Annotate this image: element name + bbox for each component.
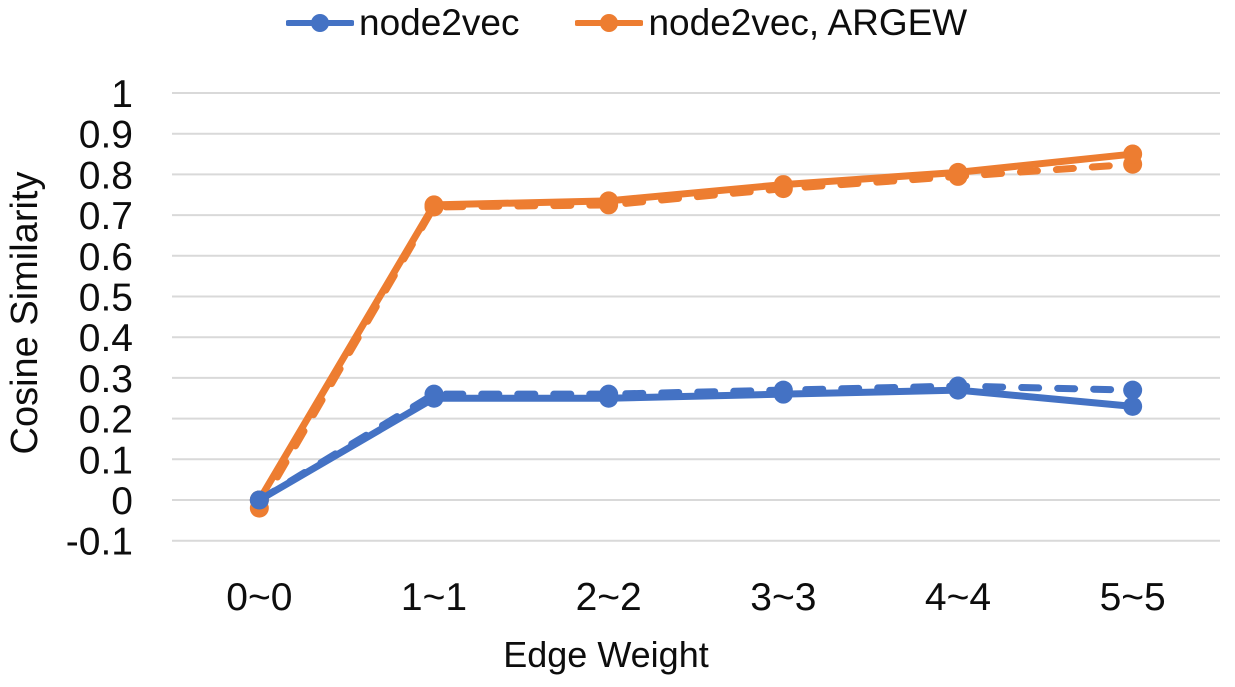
y-tick-label: 0.3 (79, 358, 133, 401)
data-point-marker (424, 195, 444, 215)
x-tick-label: 5~5 (1100, 576, 1166, 619)
data-point-marker (599, 191, 619, 211)
series-line-dashed (255, 382, 1137, 504)
legend-item-node2vec-argew: node2vec, ARGEW (575, 0, 967, 46)
y-tick-label: 0.2 (79, 399, 133, 442)
legend-label-node2vec: node2vec (359, 2, 520, 43)
y-tick-label: -0.1 (66, 521, 133, 564)
chart-legend: node2vec node2vec, ARGEW (286, 0, 967, 46)
y-tick-label: 0.8 (79, 154, 133, 197)
data-point-marker (773, 175, 793, 195)
legend-label-node2vec-argew: node2vec, ARGEW (648, 2, 968, 43)
y-tick-label: 0 (111, 480, 133, 523)
y-axis-title: Cosine Similarity (4, 172, 46, 455)
data-point-marker (424, 388, 444, 408)
y-tick-label: 1 (111, 73, 133, 116)
y-tick-label: 0.6 (79, 236, 133, 279)
y-tick-label: 0.5 (79, 277, 133, 320)
line-marker-icon (575, 14, 644, 32)
data-point-marker (1123, 396, 1143, 416)
series-line-solid (255, 386, 1137, 504)
data-point-marker (1123, 380, 1143, 400)
y-tick-label: 0.1 (79, 439, 133, 482)
data-point-marker (773, 384, 793, 404)
y-tick-label: 0.7 (79, 195, 133, 238)
x-tick-label: 0~0 (226, 576, 292, 619)
x-tick-label: 4~4 (925, 576, 991, 619)
x-tick-label: 2~2 (576, 576, 642, 619)
data-point-marker (599, 388, 619, 408)
data-point-marker (948, 162, 968, 182)
legend-item-node2vec: node2vec (286, 0, 519, 46)
line-marker-icon (286, 14, 354, 32)
x-tick-label: 3~3 (750, 576, 816, 619)
data-point-marker (1123, 144, 1143, 164)
series-line-solid (255, 150, 1137, 504)
data-point-marker (948, 380, 968, 400)
x-tick-label: 1~1 (401, 576, 467, 619)
y-tick-label: 0.4 (79, 317, 133, 360)
x-axis-title: Edge Weight (503, 634, 708, 675)
y-tick-label: 0.9 (79, 114, 133, 157)
data-point-marker (249, 490, 269, 510)
